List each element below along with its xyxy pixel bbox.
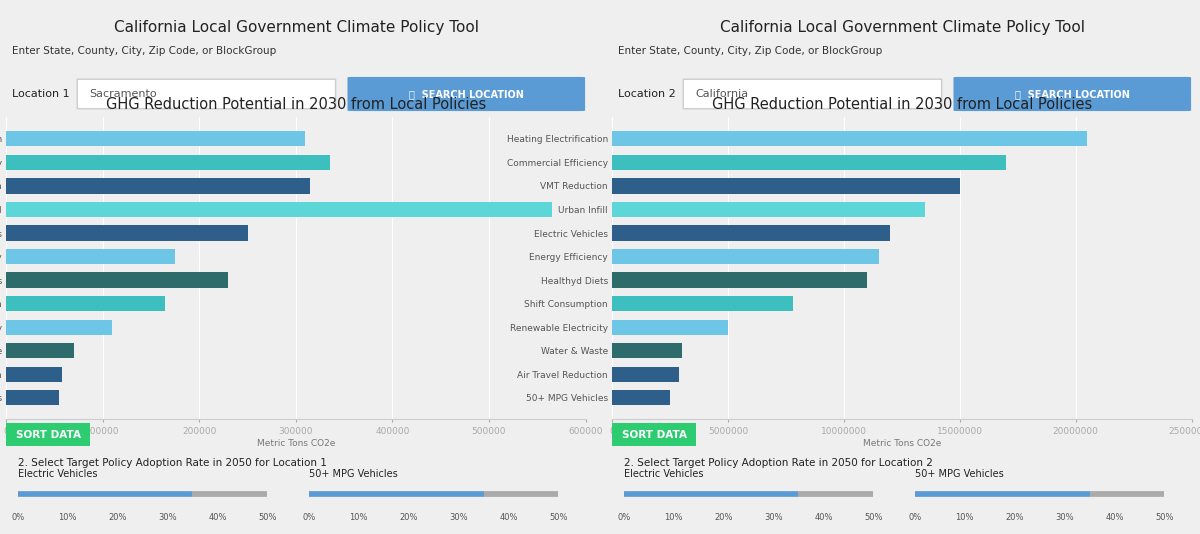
Bar — [612, 296, 793, 311]
Bar — [612, 202, 925, 217]
FancyBboxPatch shape — [954, 77, 1192, 111]
Bar — [612, 178, 960, 194]
Text: 50+ MPG Vehicles: 50+ MPG Vehicles — [914, 469, 1003, 480]
Text: 20%: 20% — [400, 513, 418, 522]
Text: 0%: 0% — [302, 513, 316, 522]
Text: 50%: 50% — [1156, 513, 1174, 522]
Bar — [6, 131, 306, 146]
Text: 🔍  SEARCH LOCATION: 🔍 SEARCH LOCATION — [1015, 89, 1129, 99]
Text: 50%: 50% — [258, 513, 276, 522]
Text: SORT DATA: SORT DATA — [622, 430, 686, 439]
Text: Enter State, County, City, Zip Code, or BlockGroup: Enter State, County, City, Zip Code, or … — [12, 45, 276, 56]
Bar — [6, 390, 59, 405]
Text: 2. Select Target Policy Adoption Rate in 2050 for Location 1: 2. Select Target Policy Adoption Rate in… — [18, 458, 326, 468]
Text: 40%: 40% — [1105, 513, 1123, 522]
Title: GHG Reduction Potential in 2030 from Local Policies: GHG Reduction Potential in 2030 from Loc… — [712, 97, 1092, 112]
Bar — [6, 155, 330, 170]
Text: 40%: 40% — [499, 513, 517, 522]
FancyBboxPatch shape — [0, 422, 97, 447]
Text: 20%: 20% — [1006, 513, 1024, 522]
Bar — [612, 131, 1087, 146]
Title: GHG Reduction Potential in 2030 from Local Policies: GHG Reduction Potential in 2030 from Loc… — [106, 97, 486, 112]
Bar — [612, 319, 728, 335]
Bar — [6, 296, 166, 311]
Text: 50+ MPG Vehicles: 50+ MPG Vehicles — [308, 469, 397, 480]
Text: 10%: 10% — [665, 513, 683, 522]
Text: 10%: 10% — [955, 513, 974, 522]
Bar — [612, 390, 670, 405]
FancyBboxPatch shape — [348, 77, 586, 111]
Text: 50%: 50% — [864, 513, 882, 522]
Text: Location 1: Location 1 — [12, 89, 70, 99]
Text: 20%: 20% — [714, 513, 733, 522]
Text: 50%: 50% — [550, 513, 568, 522]
Text: Electric Vehicles: Electric Vehicles — [18, 469, 97, 480]
Bar — [612, 272, 868, 288]
Text: SORT DATA: SORT DATA — [16, 430, 80, 439]
Text: 30%: 30% — [158, 513, 176, 522]
Bar — [6, 249, 175, 264]
Text: Electric Vehicles: Electric Vehicles — [624, 469, 703, 480]
Bar — [612, 367, 679, 382]
FancyBboxPatch shape — [683, 79, 942, 109]
Text: 0%: 0% — [617, 513, 630, 522]
Bar — [6, 202, 552, 217]
Bar — [6, 225, 247, 241]
X-axis label: Metric Tons CO2e: Metric Tons CO2e — [257, 438, 335, 447]
Text: Enter State, County, City, Zip Code, or BlockGroup: Enter State, County, City, Zip Code, or … — [618, 45, 882, 56]
FancyBboxPatch shape — [77, 79, 336, 109]
Bar — [6, 343, 73, 358]
Bar — [6, 178, 311, 194]
Text: 30%: 30% — [1055, 513, 1074, 522]
Text: 2. Select Target Policy Adoption Rate in 2050 for Location 2: 2. Select Target Policy Adoption Rate in… — [624, 458, 932, 468]
Text: 40%: 40% — [208, 513, 227, 522]
Text: Sacramento: Sacramento — [89, 89, 157, 99]
Bar — [612, 155, 1006, 170]
Bar — [612, 249, 878, 264]
Text: 10%: 10% — [349, 513, 368, 522]
Text: California Local Government Climate Policy Tool: California Local Government Climate Poli… — [114, 20, 480, 35]
Text: 40%: 40% — [814, 513, 833, 522]
X-axis label: Metric Tons CO2e: Metric Tons CO2e — [863, 438, 941, 447]
Text: 🔍  SEARCH LOCATION: 🔍 SEARCH LOCATION — [409, 89, 523, 99]
Text: 10%: 10% — [59, 513, 77, 522]
Text: 0%: 0% — [908, 513, 922, 522]
Text: 20%: 20% — [108, 513, 127, 522]
Text: 30%: 30% — [449, 513, 468, 522]
Text: 0%: 0% — [11, 513, 24, 522]
Bar — [6, 319, 113, 335]
Bar — [612, 343, 682, 358]
Text: California: California — [695, 89, 749, 99]
Text: 30%: 30% — [764, 513, 782, 522]
Text: California Local Government Climate Policy Tool: California Local Government Climate Poli… — [720, 20, 1086, 35]
Text: Location 2: Location 2 — [618, 89, 676, 99]
Bar — [6, 367, 62, 382]
FancyBboxPatch shape — [605, 422, 703, 447]
Bar — [6, 272, 228, 288]
Bar — [612, 225, 890, 241]
